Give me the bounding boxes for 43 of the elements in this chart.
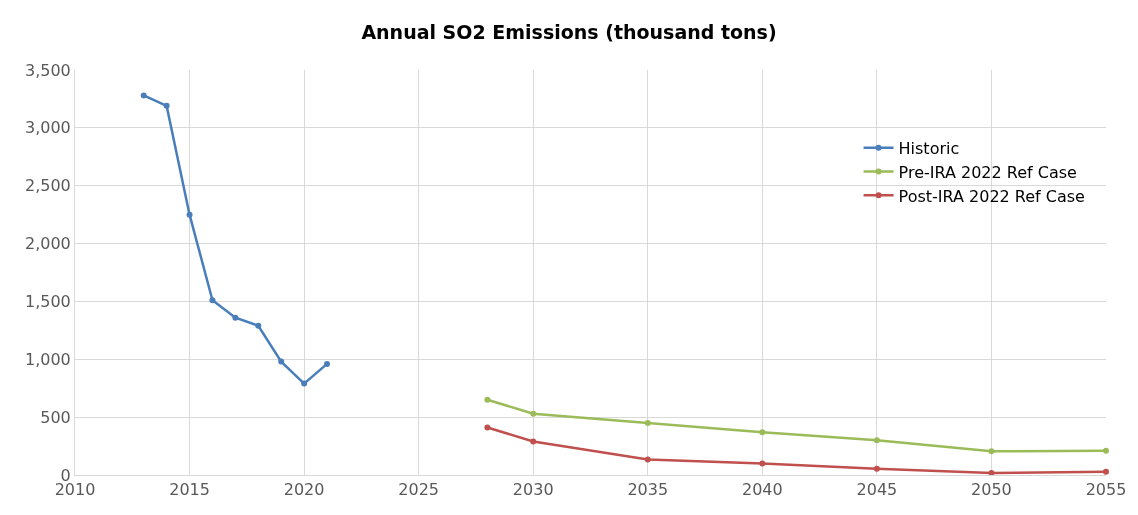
chart-title: Annual SO2 Emissions (thousand tons) bbox=[361, 21, 777, 44]
x-tick-label: 2045 bbox=[856, 480, 898, 500]
point bbox=[209, 297, 216, 304]
point bbox=[1103, 468, 1109, 475]
legend-label: Historic bbox=[898, 138, 960, 158]
point bbox=[484, 424, 491, 431]
point bbox=[140, 92, 147, 99]
point bbox=[530, 438, 537, 445]
point bbox=[186, 211, 193, 218]
point bbox=[255, 322, 262, 329]
point bbox=[759, 460, 766, 467]
legend-label: Pre-IRA 2022 Ref Case bbox=[898, 162, 1077, 182]
point bbox=[1103, 447, 1109, 454]
point bbox=[530, 410, 537, 417]
point bbox=[873, 437, 880, 444]
y-tick-label: 2,000 bbox=[24, 234, 71, 254]
y-tick-label: 3,000 bbox=[24, 118, 71, 138]
x-tick-label: 2055 bbox=[1085, 480, 1127, 500]
point bbox=[759, 429, 766, 436]
point bbox=[163, 102, 170, 109]
x-tick-label: 2015 bbox=[169, 480, 210, 500]
y-tick-label: 2,500 bbox=[24, 176, 71, 196]
x-tick-label: 2035 bbox=[627, 480, 669, 500]
x-tick-label: 2050 bbox=[971, 480, 1012, 500]
point bbox=[988, 448, 995, 455]
y-tick-label: 1,500 bbox=[24, 292, 71, 312]
point bbox=[873, 465, 880, 472]
y-tick-label: 1,000 bbox=[24, 349, 71, 369]
point bbox=[232, 314, 239, 321]
y-tick-label: 500 bbox=[40, 407, 71, 427]
x-tick-label: 2040 bbox=[741, 480, 783, 500]
legend-label: Post-IRA 2022 Ref Case bbox=[898, 186, 1085, 206]
y-tick-label: 3,500 bbox=[24, 60, 71, 80]
point bbox=[484, 396, 491, 403]
point bbox=[324, 360, 331, 367]
point bbox=[644, 419, 651, 426]
point bbox=[278, 358, 285, 365]
x-tick-label: 2025 bbox=[398, 480, 440, 500]
x-tick-label: 2020 bbox=[283, 480, 325, 500]
x-tick-label: 2010 bbox=[54, 480, 96, 500]
point bbox=[644, 456, 651, 463]
x-tick-label: 2030 bbox=[512, 480, 554, 500]
point bbox=[301, 380, 308, 387]
